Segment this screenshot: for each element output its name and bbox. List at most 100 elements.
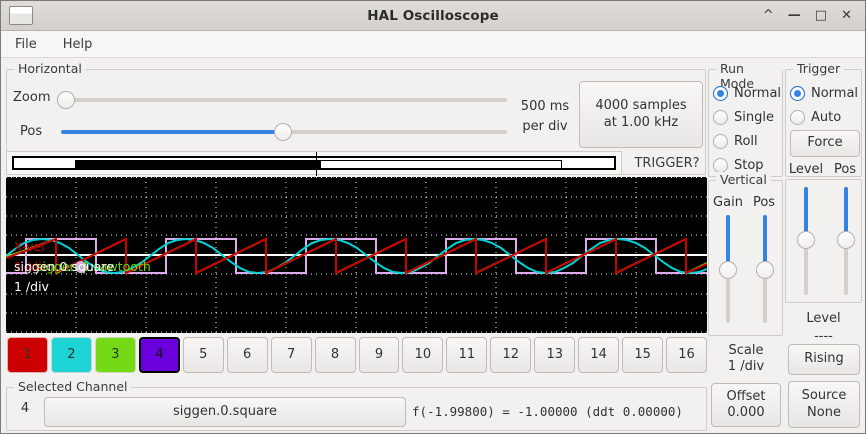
channel-button-4-label: 4 — [155, 346, 164, 362]
maximize-icon[interactable]: □ — [814, 8, 828, 23]
selected-channel-readout: f(-1.99800) = -1.00000 (ddt 0.00000) — [412, 404, 683, 419]
channel-button-12[interactable]: 12 — [490, 337, 532, 373]
vertical-gain-knob[interactable] — [719, 261, 737, 279]
shade-icon[interactable]: ^ — [762, 8, 774, 23]
hpos-slider-knob[interactable] — [274, 123, 292, 141]
hbar-captured-range — [75, 160, 321, 170]
trigger-level-slider[interactable] — [797, 187, 815, 295]
horizontal-legend: Horizontal — [14, 61, 86, 76]
channel-button-14[interactable]: 14 — [578, 337, 620, 373]
vertical-offset-button[interactable]: Offset 0.000 — [711, 383, 781, 427]
zoom-slider[interactable] — [57, 91, 507, 109]
vertical-scale-button[interactable]: Scale 1 /div — [711, 340, 781, 378]
trigger-level-readout-value: ---- — [814, 329, 833, 344]
trigger-source-value: None — [807, 404, 841, 420]
vertical-offset-title: Offset — [726, 388, 766, 404]
trigger-pos-slider[interactable] — [837, 187, 855, 295]
selected-channel-frame: Selected Channel — [6, 379, 707, 431]
scope-cursor-marker — [75, 261, 87, 273]
minimize-icon[interactable]: — — [787, 8, 801, 23]
trigger-source-title: Source — [801, 388, 847, 404]
samples-button[interactable]: 4000 samples at 1.00 kHz — [579, 81, 703, 148]
samples-rate: at 1.00 kHz — [603, 114, 679, 130]
channel-button-3-label: 3 — [111, 346, 120, 362]
channel-button-9-label: 9 — [374, 346, 384, 362]
channel-button-2-label: 2 — [67, 346, 76, 362]
channel-button-13[interactable]: 13 — [534, 337, 576, 373]
channel-button-8[interactable]: 8 — [314, 337, 356, 373]
run-mode-frame: Run Mode — [708, 61, 783, 177]
vertical-pos-slider[interactable] — [756, 215, 774, 323]
scope-label-sawtooth: siggen.0.sawtooth — [36, 259, 151, 274]
trigger-auto[interactable]: Auto — [790, 106, 862, 128]
channel-button-10[interactable]: 10 — [402, 337, 444, 373]
scope-label-square-scale: 1 /div — [14, 279, 49, 294]
run-mode-normal[interactable]: Normal — [713, 82, 783, 104]
scope-grid — [6, 177, 707, 333]
channel-button-16[interactable]: 16 — [666, 337, 707, 373]
menu-item-file[interactable]: File — [15, 36, 37, 52]
vertical-pos-knob[interactable] — [756, 261, 774, 279]
vertical-pos-fill — [763, 215, 767, 269]
channel-button-7[interactable]: 7 — [270, 337, 312, 373]
zoom-slider-knob[interactable] — [57, 91, 75, 109]
trigger-edge-button[interactable]: Rising — [788, 344, 860, 375]
radio-icon — [713, 133, 728, 149]
vertical-gain-slider[interactable] — [719, 215, 737, 323]
horizontal-position-bar[interactable] — [6, 151, 622, 176]
trigger-frame: Trigger — [785, 61, 862, 177]
trigger-edge-label: Rising — [804, 351, 844, 367]
trace-cosine — [6, 237, 707, 275]
close-icon[interactable]: ✕ — [841, 8, 852, 23]
scope-label-xvel-scale: 1 /div — [14, 259, 49, 274]
trigger-pos-knob[interactable] — [837, 231, 855, 249]
radio-icon — [790, 85, 805, 101]
trigger-normal-label: Normal — [811, 85, 859, 101]
channel-button-15[interactable]: 15 — [622, 337, 664, 373]
channel-button-2[interactable]: 2 — [50, 337, 92, 373]
channel-button-11-label: 11 — [458, 346, 476, 362]
run-mode-single[interactable]: Single — [713, 106, 783, 128]
trigger-source-button[interactable]: Source None — [788, 381, 860, 428]
run-mode-roll[interactable]: Roll — [713, 130, 783, 152]
force-trigger-button[interactable]: Force — [790, 130, 860, 157]
scope-display[interactable]: X-vel 1 /div siggen.0.sawtooth siggen.0.… — [6, 177, 707, 333]
scope-label-square: siggen.0.square — [14, 259, 114, 274]
trigger-sliders-frame — [785, 179, 862, 303]
vertical-scale-title: Scale — [728, 342, 764, 358]
run-mode-legend: Run Mode — [716, 61, 782, 91]
samples-count: 4000 samples — [595, 98, 687, 114]
trigger-legend: Trigger — [793, 61, 845, 76]
timebase-readout: 500 ms per div — [517, 97, 573, 137]
timebase-unit: per div — [522, 119, 568, 135]
menu-item-help[interactable]: Help — [62, 36, 93, 52]
channel-button-9[interactable]: 9 — [358, 337, 400, 373]
trigger-status-label: TRIGGER? — [634, 156, 700, 171]
channel-button-6-label: 6 — [243, 346, 252, 362]
hbar-trigger-tick — [316, 152, 317, 176]
channel-button-3[interactable]: 3 — [94, 337, 136, 373]
trigger-normal[interactable]: Normal — [790, 82, 862, 104]
trigger-level-knob[interactable] — [797, 231, 815, 249]
selected-channel-signal-button[interactable]: siggen.0.square — [44, 397, 406, 427]
hpos-slider[interactable] — [61, 123, 507, 141]
run-mode-options: Normal Single Roll Stop — [713, 82, 783, 176]
window-title: HAL Oscilloscope — [367, 7, 499, 24]
trigger-auto-label: Auto — [811, 109, 842, 125]
radio-icon — [713, 109, 728, 125]
hbar-visible-range — [319, 160, 562, 170]
run-mode-normal-label: Normal — [734, 85, 782, 101]
channel-button-5[interactable]: 5 — [182, 337, 224, 373]
vertical-scale-value: 1 /div — [727, 359, 765, 374]
radio-icon — [713, 85, 728, 101]
channel-button-6[interactable]: 6 — [226, 337, 268, 373]
window-icon — [9, 6, 33, 25]
channel-button-1-label: 1 — [23, 346, 32, 362]
vertical-pos-label: Pos — [752, 195, 776, 210]
channel-button-4[interactable]: 4 — [138, 337, 180, 373]
channel-button-1[interactable]: 1 — [7, 337, 48, 373]
vertical-frame: Vertical — [708, 172, 783, 336]
channel-button-8-label: 8 — [330, 346, 340, 362]
channel-button-11[interactable]: 11 — [446, 337, 488, 373]
